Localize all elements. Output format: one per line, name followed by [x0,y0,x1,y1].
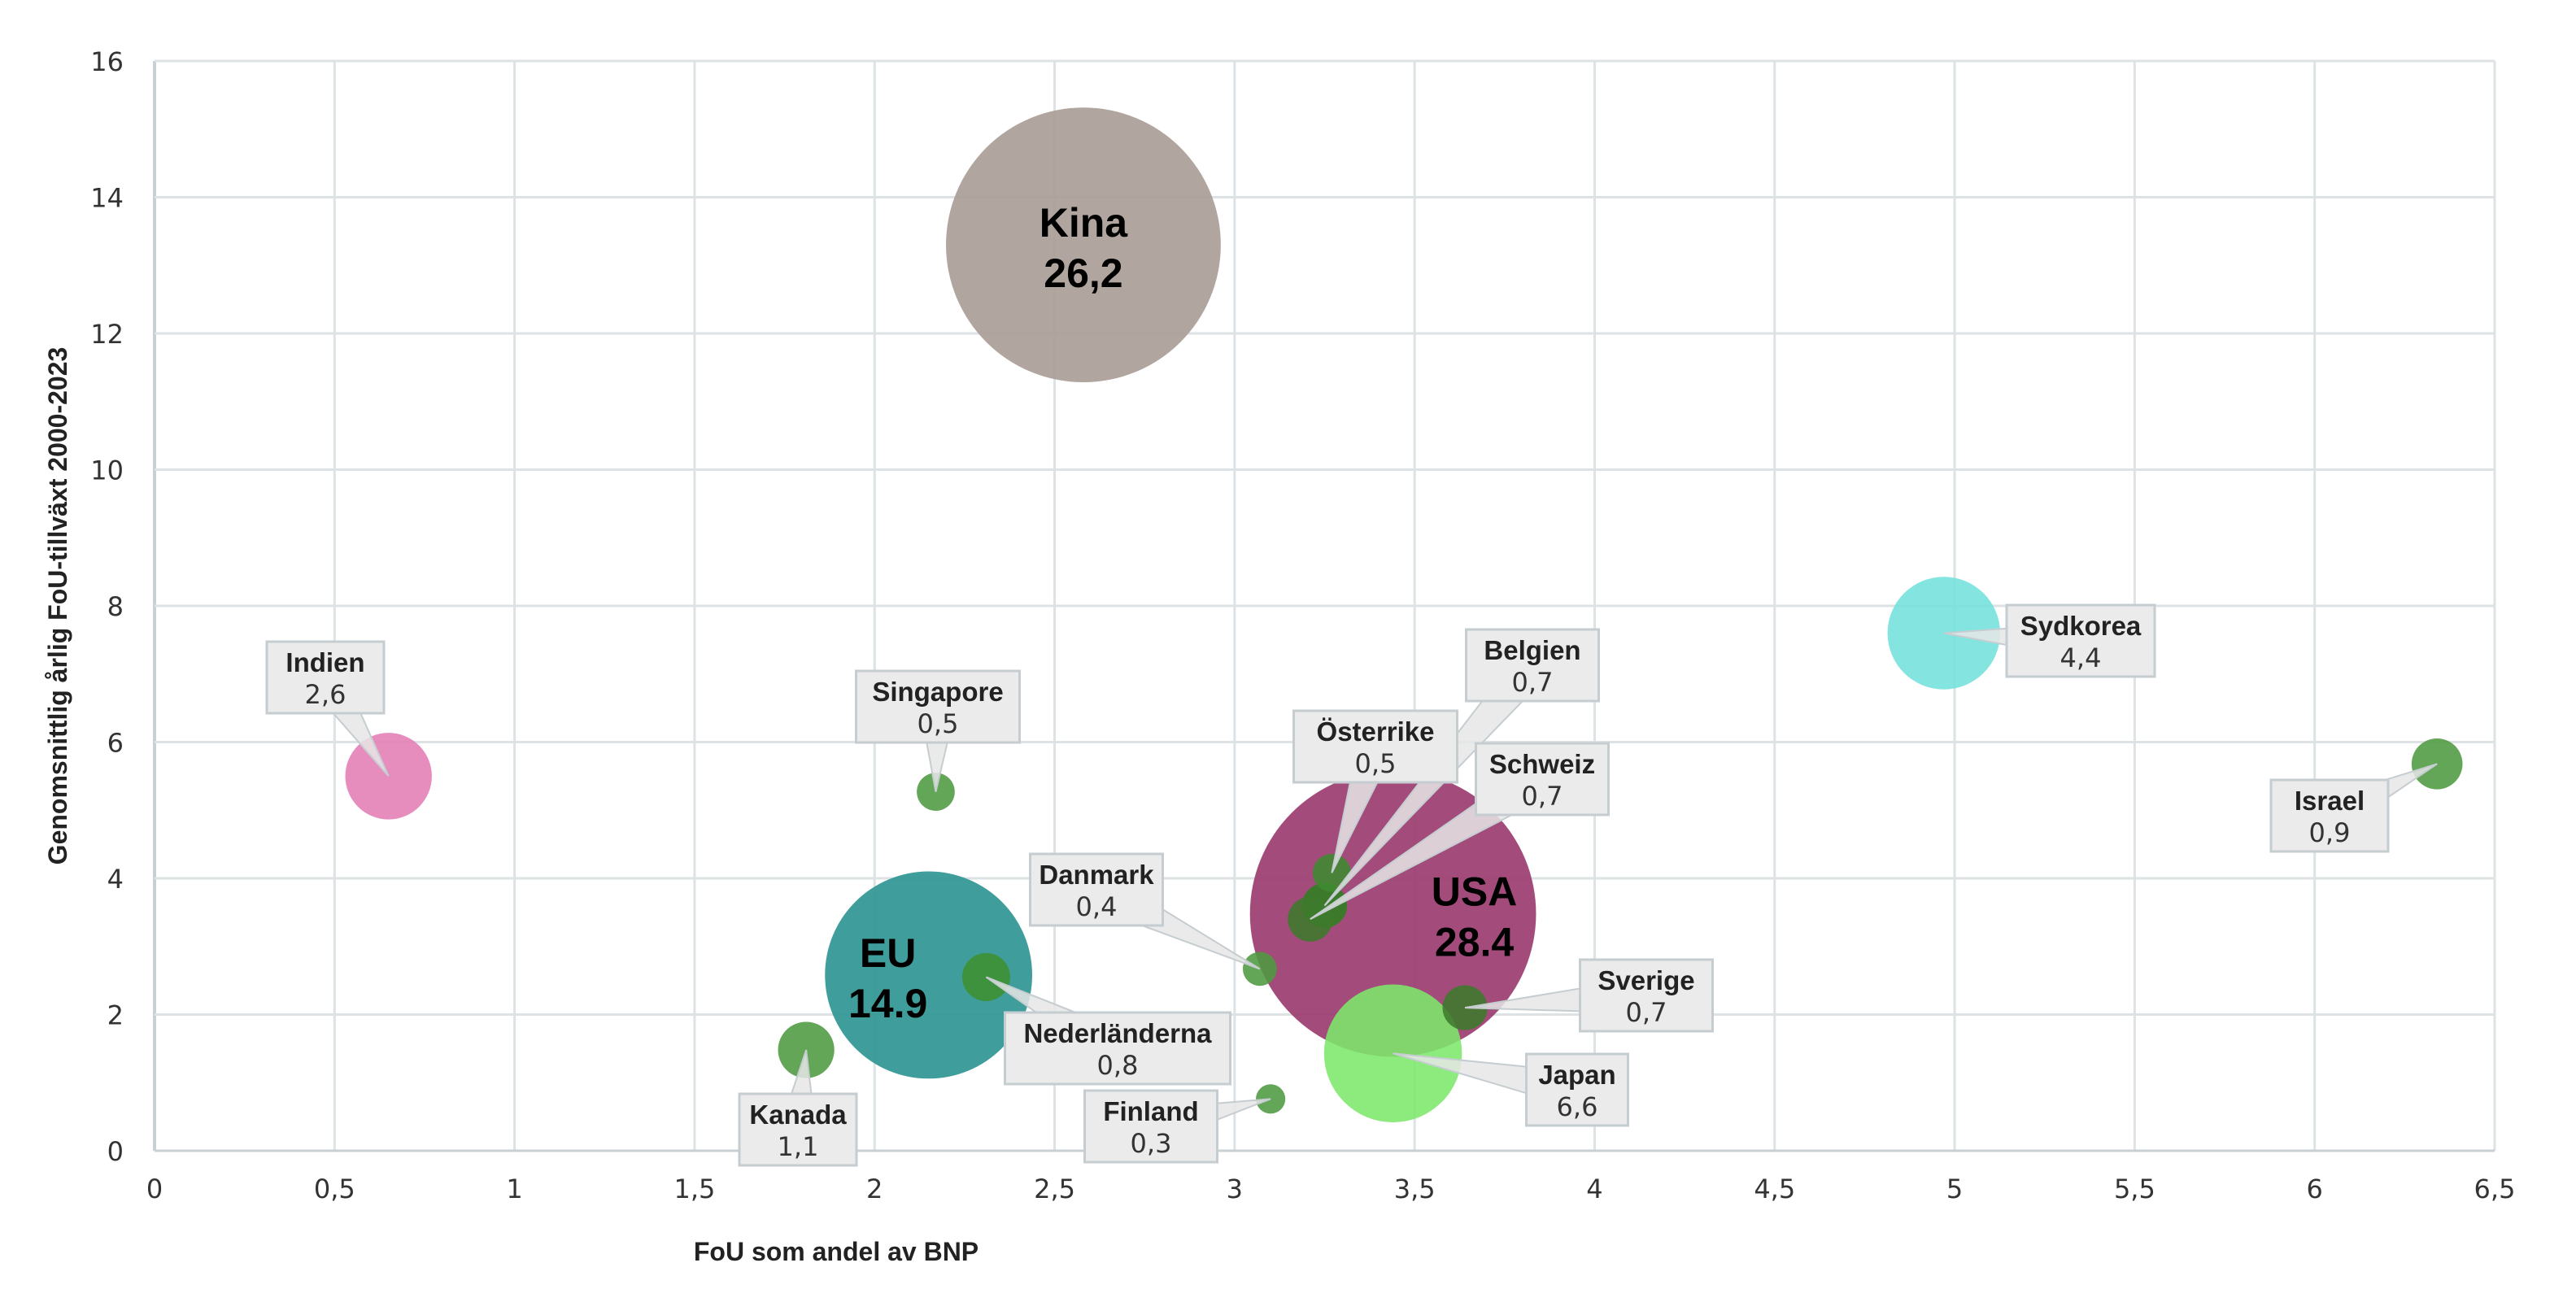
y-axis-title: Genomsnittlig årlig FoU-tillväxt 2000-20… [43,347,72,865]
y-tick-label: 4 [107,864,124,895]
x-tick-label: 2,5 [1034,1174,1075,1204]
bubble-label-value: 28.4 [1435,920,1515,965]
y-tick-label: 0 [107,1136,124,1167]
y-tick-label: 8 [107,591,124,622]
callout-name: Schweiz [1489,749,1595,779]
y-tick-label: 10 [90,455,124,486]
bubble-usa [1249,770,1536,1057]
callout-box [855,669,1021,744]
bubble-label-name: EU [860,930,916,976]
callout-box [738,1092,858,1167]
callout-value: 0,4 [1076,891,1118,922]
callout-name: Japan [1538,1060,1615,1090]
x-tick-label: 6 [2307,1174,2323,1204]
x-tick-label: 0 [146,1174,163,1204]
x-tick-label: 5,5 [2114,1174,2155,1204]
x-tick-label: 0,5 [314,1174,355,1204]
bubble-eu [825,871,1033,1079]
callout-value: 4,4 [2060,642,2102,673]
callout-value: 0,7 [1522,781,1563,812]
x-tick-labels: 0 0,5 1 1,5 2 2,5 3 3,5 4 4,5 5 5,5 6 6,5 [146,1174,2516,1204]
x-tick-label: 3,5 [1394,1174,1436,1204]
callout-box [1292,709,1458,784]
x-tick-label: 4 [1586,1174,1602,1204]
x-tick-label: 1 [506,1174,522,1204]
y-tick-label: 14 [90,183,124,214]
x-tick-label: 3 [1227,1174,1243,1204]
callout-box [1475,742,1610,817]
callout-box [2005,603,2156,678]
callout-name: Sydkorea [2020,611,2142,641]
callout-box [265,640,386,715]
bubble-label-name: Kina [1040,200,1129,246]
callout-box [1083,1089,1218,1164]
x-tick-label: 1,5 [673,1174,715,1204]
callout-box [1579,958,1714,1033]
callout-name: Sverige [1597,965,1694,995]
bubble-kina [946,107,1221,383]
bubble-label-name: USA [1432,869,1518,915]
bubble-label-value: 14.9 [848,981,927,1026]
callout-name: Finland [1103,1096,1198,1126]
callout-name: Israel [2295,786,2365,816]
x-tick-label: 2 [866,1174,883,1204]
callout-name: Nederländerna [1023,1018,1212,1048]
callout-box [1525,1052,1629,1127]
callout-value: 0,7 [1626,997,1667,1028]
callout-box [2269,778,2390,853]
callout-value: 0,7 [1512,667,1554,698]
callout-value: 0,8 [1097,1050,1139,1081]
callout-value: 6,6 [1557,1091,1598,1122]
callout-name: Belgien [1484,635,1580,665]
x-axis-title: FoU som andel av BNP [694,1237,979,1266]
x-tick-label: 5 [1946,1174,1963,1204]
callout-value: 0,9 [2309,817,2351,848]
callout-value: 0,3 [1131,1128,1172,1159]
y-tick-label: 12 [90,319,124,350]
callout-name: Österrike [1317,716,1435,747]
callout-name: Danmark [1039,860,1154,890]
y-tick-label: 6 [107,728,124,759]
callout-value: 2,6 [305,679,347,710]
callout-name: Singapore [872,677,1003,707]
bubble-label-value: 26,2 [1044,250,1122,296]
callout-name: Indien [285,647,364,677]
callout-box [1465,628,1600,703]
x-tick-label: 6,5 [2474,1174,2516,1204]
y-tick-label: 16 [90,46,124,77]
callout-name: Kanada [749,1100,847,1130]
x-tick-label: 4,5 [1754,1174,1795,1204]
callout-value: 0,5 [918,708,959,739]
y-tick-labels: 0 2 4 6 8 10 12 14 16 [90,46,124,1167]
y-tick-label: 2 [107,1000,124,1031]
callout-box [1004,1011,1231,1086]
callout-box [1029,852,1164,927]
callout-value: 0,5 [1355,748,1397,779]
callout-value: 1,1 [778,1131,819,1162]
